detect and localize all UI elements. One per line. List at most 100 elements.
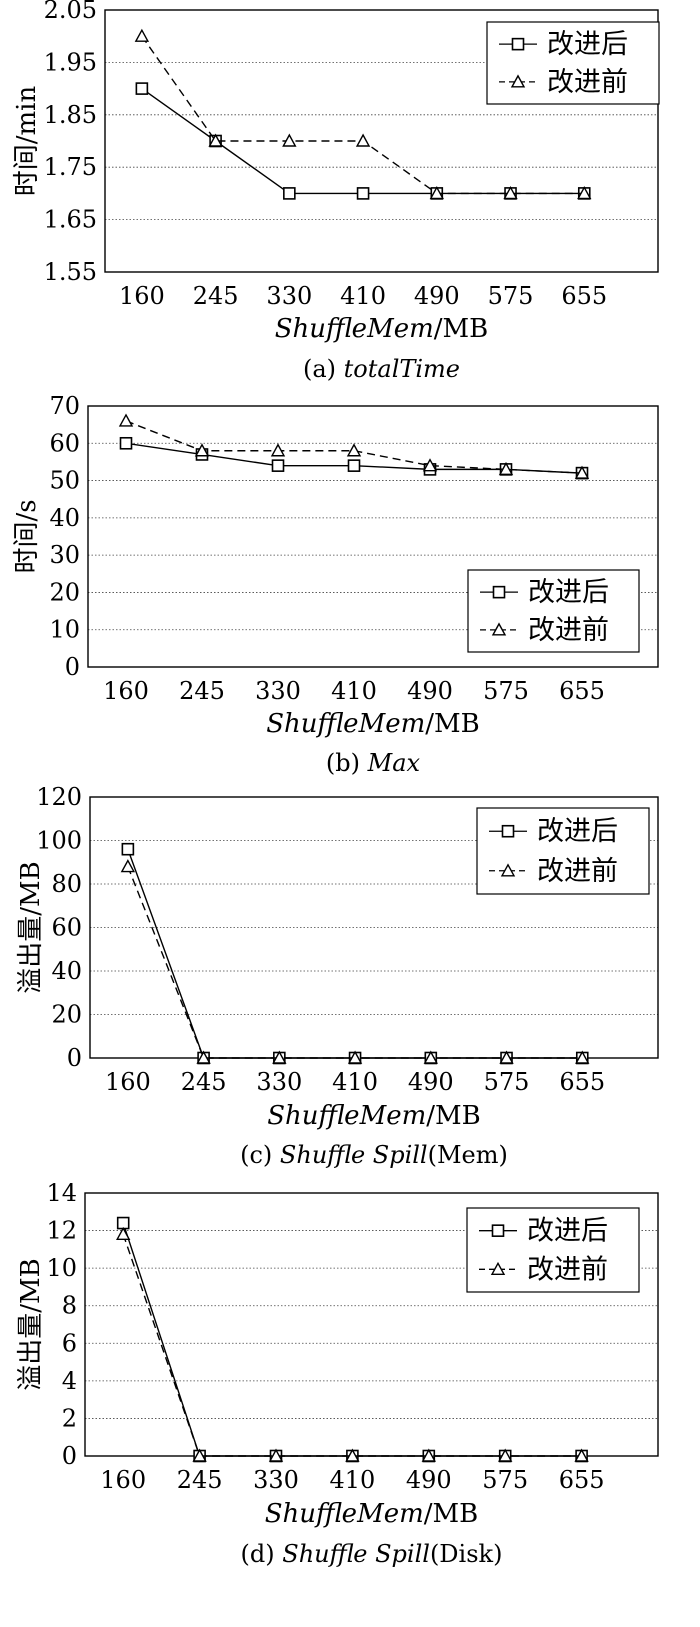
- data-point-1-4: [347, 459, 361, 472]
- y-tick-label: 80: [51, 870, 82, 898]
- x-tick-label: 575: [483, 677, 529, 705]
- plot-frame: [104, 9, 659, 273]
- y-tick-label: 120: [36, 783, 82, 811]
- data-point-2-7: [575, 1050, 590, 1064]
- chart-caption: (d) Shuffle Spill(Disk): [241, 1540, 503, 1568]
- x-tick-label: 575: [482, 1466, 528, 1494]
- x-axis-label-unit: /MB: [425, 709, 480, 739]
- data-point-2-6: [498, 1448, 513, 1462]
- legend-box: [467, 569, 640, 653]
- y-tick-label: 50: [49, 467, 80, 495]
- legend-label: 改进前: [537, 856, 618, 887]
- data-point-2-4: [355, 133, 371, 147]
- caption-suffix: (Mem): [428, 1141, 508, 1169]
- y-axis-label: 溢出量/MB: [16, 1258, 46, 1391]
- x-tick-label: 245: [181, 1068, 227, 1096]
- data-point-2-7: [574, 1448, 589, 1462]
- y-tick-label: 0: [67, 1044, 82, 1072]
- x-tick-label: 490: [406, 1466, 452, 1494]
- data-point-2-7: [577, 185, 592, 200]
- legend-marker: [490, 1261, 506, 1276]
- y-tick-label: 0: [65, 653, 80, 681]
- y-tick-label: 1.85: [44, 101, 97, 129]
- chart-panel-1: 1.55 1.65 1.75 1.85 1.95 2.05 160 245 330 410 490 5…: [12, 0, 660, 383]
- legend-marker: [491, 1224, 505, 1237]
- y-axis-label: 时间/min: [12, 86, 42, 197]
- plot-frame: [87, 405, 659, 668]
- x-tick-label: 330: [253, 1466, 299, 1494]
- data-point-2-5: [429, 185, 444, 200]
- data-point-2-5: [422, 458, 438, 472]
- y-tick-label: 1.65: [44, 206, 97, 234]
- x-tick-label: 575: [484, 1068, 530, 1096]
- x-tick-label: 245: [193, 282, 239, 310]
- x-tick-label: 490: [407, 677, 453, 705]
- data-point-2-2: [208, 133, 223, 147]
- data-point-1-1: [135, 82, 149, 95]
- legend-label: 改进后: [528, 577, 609, 608]
- y-tick-label: 1.55: [44, 258, 97, 286]
- y-tick-label: 20: [49, 578, 80, 606]
- y-tick-label: 40: [49, 504, 80, 532]
- y-tick-label: 10: [49, 616, 80, 644]
- legend-marker: [491, 622, 507, 636]
- caption-title: Shuffle Spill: [282, 1540, 430, 1568]
- legend-label: 改进后: [537, 816, 618, 847]
- x-tick-label: 330: [256, 1068, 302, 1096]
- y-tick-label: 1.75: [44, 153, 97, 181]
- data-point-2-3: [272, 1050, 287, 1064]
- y-tick-label: 40: [51, 957, 82, 985]
- data-point-1-4: [356, 187, 370, 200]
- legend-label: 改进前: [527, 1254, 608, 1285]
- data-point-2-1: [116, 1226, 131, 1241]
- x-axis-label-italic: ShuffleMem: [267, 1101, 426, 1131]
- x-axis-label-italic: ShuffleMem: [266, 709, 425, 739]
- legend-marker: [500, 863, 516, 877]
- caption-title: totalTime: [344, 355, 460, 383]
- series-line-2: [127, 866, 583, 1059]
- caption-suffix: (Disk): [430, 1540, 503, 1568]
- y-axis-label: 溢出量/MB: [16, 861, 46, 994]
- data-point-2-1: [118, 413, 134, 427]
- data-point-2-3: [282, 133, 297, 147]
- y-tick-label: 4: [62, 1367, 77, 1395]
- caption-prefix: (b): [326, 749, 368, 777]
- data-point-2-4: [346, 443, 362, 457]
- data-point-2-4: [345, 1448, 360, 1462]
- data-point-2-5: [423, 1050, 438, 1064]
- data-point-2-6: [503, 185, 518, 200]
- data-point-2-1: [120, 859, 136, 873]
- legend-box: [486, 21, 660, 105]
- x-tick-label: 655: [559, 1466, 605, 1494]
- x-tick-label: 160: [105, 1068, 151, 1096]
- legend-marker: [492, 585, 506, 599]
- y-tick-label: 100: [36, 827, 82, 855]
- y-tick-label: 60: [51, 914, 82, 942]
- x-tick-label: 410: [340, 282, 386, 310]
- x-tick-label: 490: [414, 282, 460, 310]
- y-tick-label: 1.95: [44, 48, 97, 76]
- x-axis-label: ShuffleMem/MB: [266, 709, 479, 739]
- caption-prefix: (a): [303, 355, 344, 383]
- x-tick-label: 655: [559, 677, 605, 705]
- data-point-1-3: [283, 187, 296, 200]
- data-point-2-5: [421, 1448, 436, 1462]
- data-point-1-1: [121, 842, 135, 856]
- x-axis-label: ShuffleMem/MB: [265, 1499, 478, 1529]
- chart-panel-4: 0 2 4 6 8 10 12 14 160 245 330 410 490 575 655 ShuffleM…: [16, 1179, 659, 1568]
- chart-caption: (b) Max: [326, 749, 421, 777]
- y-tick-label: 20: [51, 1001, 82, 1029]
- legend-marker: [501, 824, 515, 838]
- legend-label: 改进后: [547, 29, 628, 60]
- data-point-2-2: [192, 1448, 207, 1462]
- x-tick-label: 245: [179, 677, 225, 705]
- x-tick-label: 575: [488, 282, 534, 310]
- caption-prefix: (d): [241, 1540, 283, 1568]
- caption-title: Shuffle Spill: [280, 1141, 428, 1169]
- legend-marker: [511, 37, 525, 51]
- y-tick-label: 2.05: [44, 0, 97, 24]
